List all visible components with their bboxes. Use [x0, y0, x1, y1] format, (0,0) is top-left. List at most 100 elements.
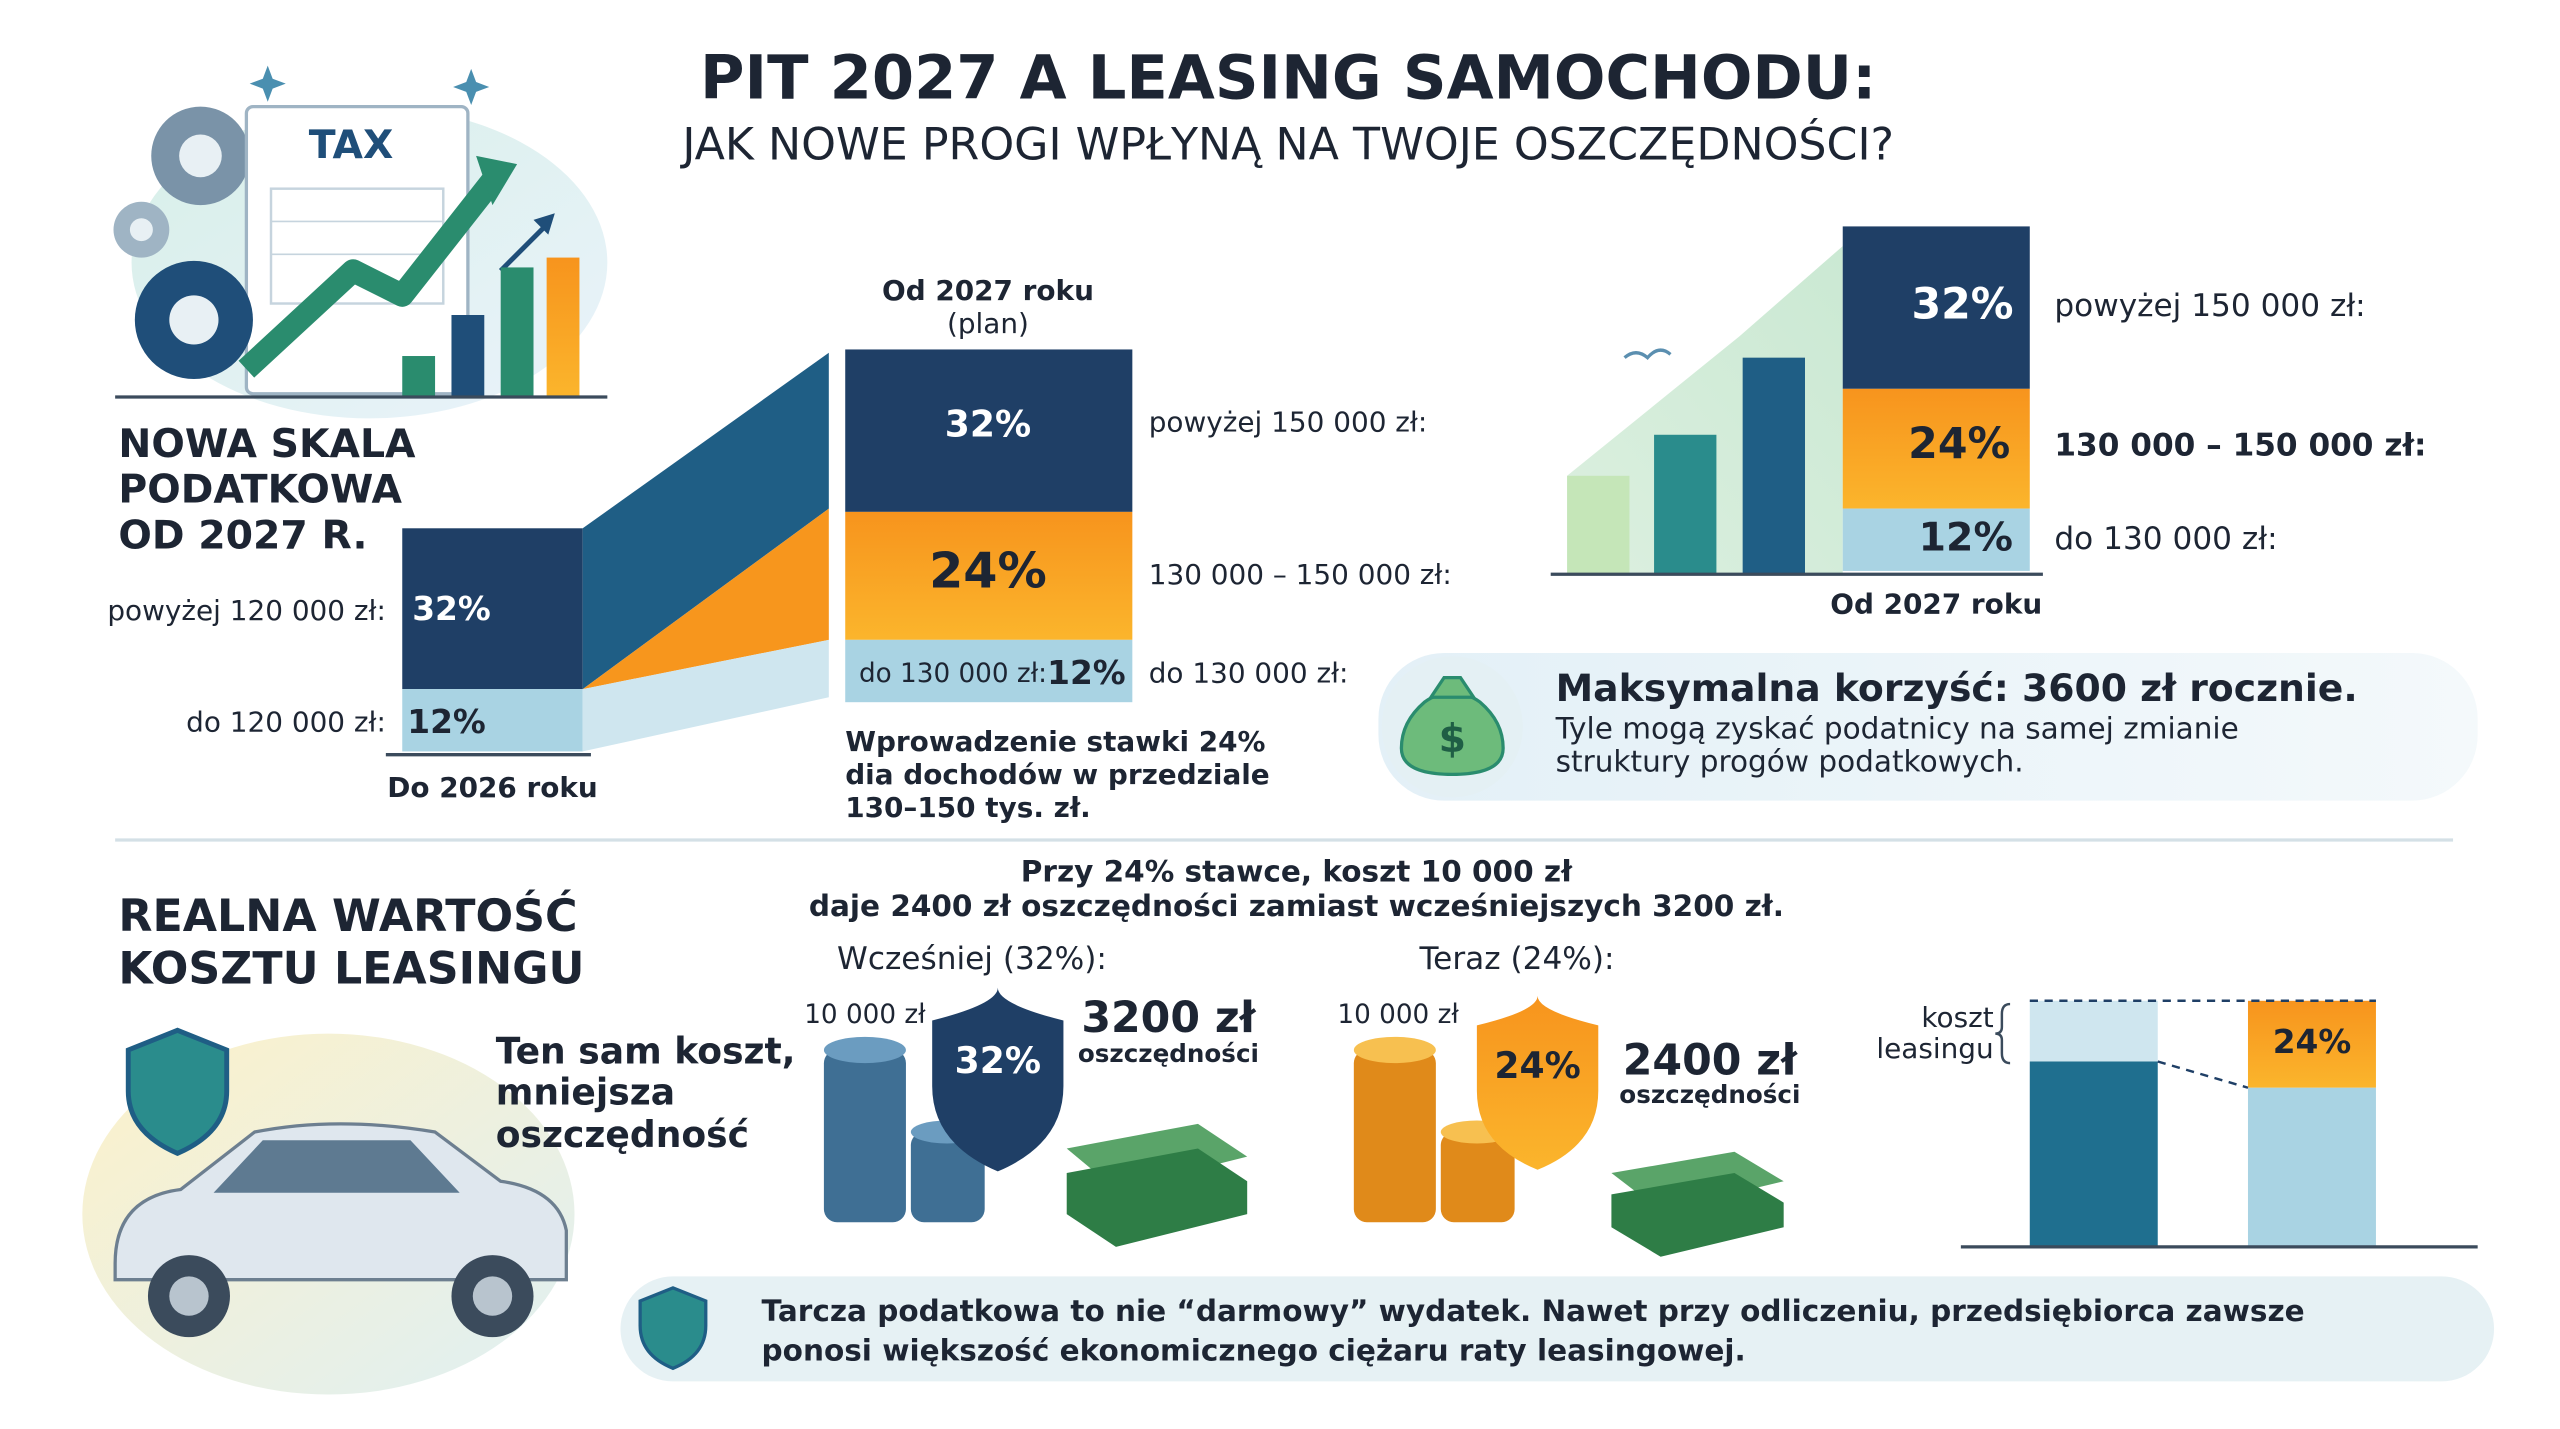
decoration — [823, 1050, 906, 1223]
decoration — [163, 990, 544, 1070]
decoration — [453, 68, 490, 106]
decoration — [402, 356, 436, 398]
bracket-label: 130 000 – 150 000 zł: — [2054, 427, 2426, 463]
rate: 32% — [945, 404, 1031, 446]
note: Wprowadzenie stawki 24% — [845, 725, 1265, 758]
benefit-title: Maksymalna korzyść: 3600 zł rocznie. — [1556, 666, 2358, 710]
scenario-label: Teraz (24%): — [1418, 941, 1614, 977]
decoration — [1842, 226, 2030, 389]
decoration — [1353, 1036, 1436, 1064]
bracket-label: do 130 000 zł: — [859, 659, 1047, 689]
decoration — [498, 219, 552, 273]
bracket-label: powyżej 120 000 zł: — [107, 594, 386, 627]
decoration — [129, 218, 153, 242]
decoration — [582, 352, 829, 690]
decoration — [476, 155, 518, 206]
decoration — [402, 528, 583, 690]
caption-note: (plan) — [947, 307, 1029, 340]
right-chart — [1550, 226, 2043, 576]
decoration — [1567, 475, 1630, 575]
decoration — [1623, 348, 1672, 360]
dollar-icon: $ — [1439, 716, 1466, 762]
decoration — [1842, 508, 2030, 571]
decoration — [1378, 652, 2478, 801]
decoration — [1611, 1173, 1784, 1257]
caption: Od 2027 roku — [882, 274, 1094, 307]
bracket-label: powyżej 150 000 zł: — [1149, 405, 1428, 438]
scale-heading: NOWA SKALA — [118, 421, 416, 467]
caption: Od 2027 roku — [1830, 587, 2042, 620]
decoration — [1742, 357, 1806, 575]
decoration — [845, 511, 1133, 640]
tax-illustration: TAX — [113, 65, 608, 419]
intro: Przy 24% stawce, koszt 10 000 zł — [1021, 854, 1573, 888]
decoration — [2029, 1061, 2158, 1247]
benefit-text: struktury progów podatkowych. — [1556, 744, 2024, 778]
bracket-label: do 120 000 zł: — [186, 706, 386, 739]
car-text: oszczędność — [496, 1114, 749, 1156]
rate: 32% — [412, 590, 491, 628]
decoration — [1440, 1132, 1515, 1223]
decoration — [500, 267, 534, 398]
benefit-text: Tyle mogą zyskać podatnicy na samej zmia… — [1555, 712, 2239, 746]
footer-text: Tarcza podatkowa to nie “darmowy” wydate… — [762, 1294, 2305, 1328]
subtitle: JAK NOWE PROGI WPŁYNĄ NA TWOJE OSZCZĘDNO… — [679, 118, 1894, 171]
rate: 12% — [407, 703, 486, 741]
amount-caption: oszczędności — [1619, 1080, 1800, 1109]
decoration — [472, 1276, 513, 1316]
decoration — [1842, 388, 2030, 509]
caption: Do 2026 roku — [387, 771, 598, 804]
decoration — [1995, 1002, 2011, 1065]
decoration — [1427, 675, 1477, 699]
bracket-label: do 130 000 zł: — [2054, 521, 2277, 557]
rate: 12% — [1919, 514, 2013, 560]
decoration — [845, 639, 1133, 703]
scale-heading: OD 2027 R. — [118, 513, 367, 559]
decoration — [249, 65, 286, 102]
note: dia dochodów w przedziale — [845, 758, 1270, 791]
amount: 3200 zł — [1081, 993, 1256, 1043]
rate: 24% — [929, 542, 1047, 600]
bracket-label: 130 000 – 150 000 zł: — [1149, 558, 1452, 591]
decoration — [582, 639, 829, 752]
decoration — [2157, 1060, 2249, 1089]
coins-before — [823, 987, 1248, 1247]
car-text: Ten sam koszt, — [496, 1030, 796, 1072]
decoration — [1654, 434, 1717, 575]
note: 130–150 tys. zł. — [845, 791, 1091, 824]
decoration — [2029, 1000, 2158, 1062]
compare-label: leasingu — [1876, 1032, 1993, 1065]
scale-heading: PODATKOWA — [118, 467, 402, 513]
footer-text: ponosi większość ekonomicznego ciężaru r… — [762, 1333, 1746, 1367]
decoration — [125, 1027, 230, 1157]
bracket-label: do 130 000 zł: — [1149, 656, 1349, 689]
benefit-box — [1378, 652, 2478, 801]
compare-label: koszt — [1921, 1001, 1993, 1034]
decoration — [823, 1036, 906, 1064]
before-bar — [385, 352, 829, 757]
decoration — [1066, 1148, 1248, 1247]
rate: 32% — [955, 1040, 1041, 1082]
cost: 10 000 zł — [1337, 1000, 1459, 1030]
rate: 24% — [2273, 1023, 2352, 1061]
decoration — [238, 173, 502, 378]
tax-label: TAX — [309, 122, 394, 168]
footer-box — [620, 1276, 2495, 1382]
decoration — [582, 508, 829, 690]
decoration — [179, 134, 222, 178]
decoration — [169, 1276, 209, 1316]
decoration — [845, 349, 1133, 512]
decoration — [620, 1276, 2495, 1382]
title: PIT 2027 A LEASING SAMOCHODU: — [700, 44, 1876, 114]
leasing-heading: KOSZTU LEASINGU — [118, 943, 584, 994]
decoration — [2247, 1087, 2376, 1247]
car-illustration — [82, 990, 575, 1395]
decoration — [932, 987, 1064, 1172]
decoration — [1476, 995, 1599, 1170]
decoration — [1353, 1050, 1436, 1223]
rate: 24% — [1494, 1045, 1580, 1087]
rate: 32% — [1911, 279, 2013, 329]
decoration — [451, 315, 485, 398]
